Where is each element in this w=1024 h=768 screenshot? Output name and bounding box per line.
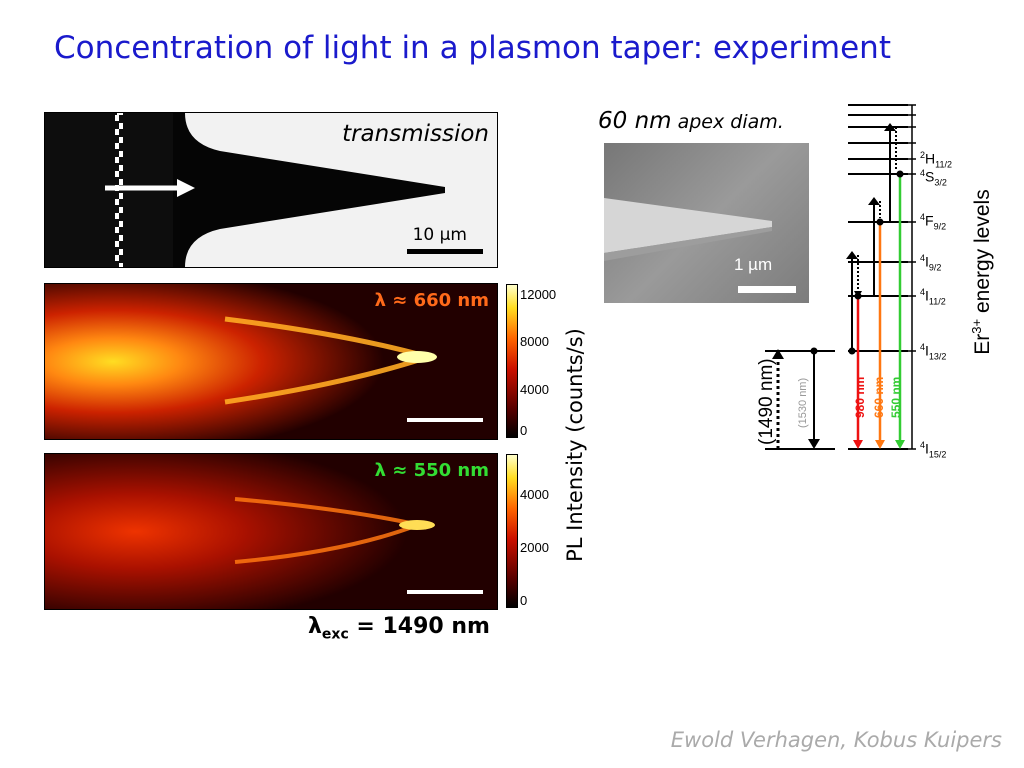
apex-value: 60 nm: [598, 108, 672, 134]
level-pre: 4: [920, 253, 926, 263]
authors-footer: Ewold Verhagen, Kobus Kuipers: [670, 728, 1002, 752]
pump-wavelength-label: (1490 nm): [756, 358, 777, 445]
level-sub: 3/2: [934, 177, 947, 188]
emission-660-label: 660 nm: [872, 376, 886, 418]
level-pre: 2: [920, 150, 926, 160]
colorbar-tick: 12000: [520, 287, 557, 302]
level-main: I: [925, 342, 929, 359]
level-pre: 4: [920, 287, 926, 297]
sem-scale-bar: [738, 286, 796, 293]
level-pre: 4: [920, 342, 926, 352]
colorbar-tick: 8000: [520, 334, 549, 349]
scale-bar-label: 10 µm: [412, 225, 467, 245]
level-main: I: [925, 287, 929, 304]
sem-scale-label: 1 µm: [734, 255, 773, 274]
colorbar-tick: 0: [520, 423, 528, 438]
level-main: H: [925, 150, 936, 167]
transmission-label: transmission: [342, 121, 489, 147]
colorbar-550: [506, 454, 518, 608]
apex-suffix: apex diam.: [671, 111, 784, 133]
level-main: I: [925, 253, 929, 270]
wavelength-label-550: λ ≈ 550 nm: [374, 460, 489, 481]
level-pre: 4: [920, 440, 926, 450]
page-title: Concentration of light in a plasmon tape…: [54, 30, 891, 66]
level-main: I: [925, 440, 929, 457]
colorbar-tick: 4000: [520, 487, 549, 502]
emission-980-label: 980 nm: [853, 376, 867, 418]
level-sub: 11/2: [928, 296, 946, 307]
excitation-wavelength: λexc = 1490 nm: [308, 614, 490, 642]
sem-image: [604, 143, 809, 303]
level-sub: 15/2: [928, 449, 947, 460]
er-charge: 3+: [969, 318, 984, 334]
apex-diameter-label: 60 nm apex diam.: [598, 108, 784, 134]
level-label: 4I15/2: [920, 440, 946, 459]
level-label: 2H11/2: [920, 150, 952, 169]
colorbar-660: [506, 284, 518, 438]
energy-level-diagram: [765, 104, 916, 450]
level-pre: 4: [920, 212, 926, 222]
colorbar-tick: 0: [520, 593, 528, 608]
excitation-value: = 1490 nm: [348, 614, 490, 639]
excitation-subscript: exc: [321, 626, 349, 643]
level-sub: 9/2: [928, 262, 942, 273]
colorbar-tick: 4000: [520, 382, 549, 397]
wavelength-label-660: λ ≈ 660 nm: [374, 290, 489, 311]
er-title-rest: energy levels: [971, 189, 994, 319]
level-pre: 4: [920, 168, 926, 178]
level-main: F: [925, 212, 934, 229]
er-symbol: Er: [971, 333, 994, 355]
emission-550-label: 550 nm: [889, 376, 903, 418]
level-sub: 9/2: [933, 221, 947, 232]
level-sub: 13/2: [928, 351, 947, 362]
colorbar-tick: 2000: [520, 540, 549, 555]
energy-diagram-title: Er3+ energy levels: [969, 189, 995, 354]
level-label: 4S3/2: [920, 168, 947, 187]
level-label: 4I13/2: [920, 342, 946, 361]
emission-1530-label: (1530 nm): [797, 377, 809, 428]
pl-map-550: λ ≈ 550 nm: [44, 453, 498, 610]
level-sub: 11/2: [935, 159, 952, 170]
pl-map-660: λ ≈ 660 nm: [44, 283, 498, 440]
level-main: S: [925, 168, 935, 185]
lambda-symbol: λ: [308, 614, 322, 639]
transmission-image: transmission 10 µm: [44, 112, 498, 268]
level-label: 4I11/2: [920, 287, 946, 306]
level-label: 4F9/2: [920, 212, 946, 231]
level-label: 4I9/2: [920, 253, 941, 272]
pl-intensity-axis-label: PL Intensity (counts/s): [563, 328, 587, 562]
